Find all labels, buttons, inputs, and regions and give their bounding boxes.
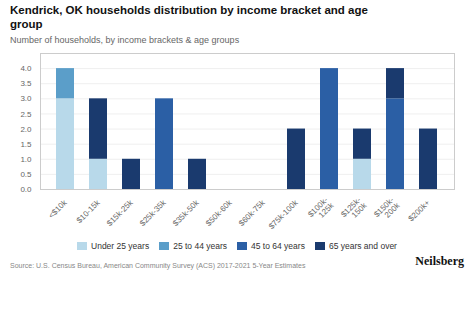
- html-text:25 to 44 years: 25 to 44 years: [173, 241, 227, 252]
- svg-text:$150k-200k: $150k-200k: [372, 195, 402, 225]
- svg-text:2.0: 2.0: [20, 125, 32, 134]
- svg-text:$75k-100k: $75k-100k: [267, 198, 300, 231]
- svg-text:$25k-35k: $25k-35k: [138, 198, 168, 228]
- svg-text:3.5: 3.5: [20, 80, 32, 89]
- html-text:Number of households, by incom: Number of households, by income brackets…: [10, 34, 240, 45]
- html-text:Kendrick, OK households distri: Kendrick, OK households distribution by …: [10, 4, 368, 16]
- svg-text:$125k-150k: $125k-150k: [339, 195, 369, 225]
- svg-text:4.0: 4.0: [20, 65, 32, 74]
- svg-text:$15k-25k: $15k-25k: [105, 198, 135, 228]
- svg-text:$50k-60k: $50k-60k: [204, 198, 234, 228]
- svg-text:0.5: 0.5: [20, 170, 32, 179]
- svg-text:$100k-125k: $100k-125k: [306, 195, 336, 225]
- svg-text:0.0: 0.0: [20, 185, 32, 194]
- html-text:45 to 64 years: 45 to 64 years: [251, 241, 305, 252]
- svg-text:3.0: 3.0: [20, 95, 32, 104]
- svg-text:$60k-75k: $60k-75k: [237, 198, 267, 228]
- html-text:group: group: [10, 17, 43, 30]
- html-text:65 years and over: 65 years and over: [328, 241, 397, 252]
- svg-text:1.0: 1.0: [20, 155, 32, 164]
- html-text:Source: U.S. Census Bureau, Am: Source: U.S. Census Bureau, American Com…: [10, 262, 306, 270]
- svg-text:$35k-50k: $35k-50k: [171, 198, 201, 228]
- svg-text:$200k+: $200k+: [407, 198, 432, 223]
- svg-text:$10-15k: $10-15k: [75, 198, 103, 226]
- html-text:Under 25 years: Under 25 years: [91, 241, 150, 252]
- html-text:Neilsberg: Neilsberg: [415, 254, 464, 269]
- svg-text:<$10k: <$10k: [47, 198, 70, 221]
- svg-text:1.5: 1.5: [20, 140, 32, 149]
- svg-text:2.5: 2.5: [20, 110, 32, 119]
